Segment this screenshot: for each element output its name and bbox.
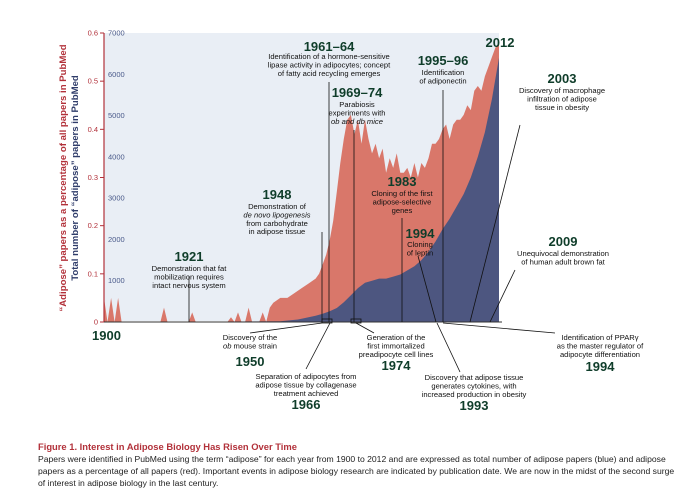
left-tick-label: 0.4 — [88, 125, 98, 134]
axis-ticks: 0 0.1 0.2 0.3 0.4 0.5 0.6 1000 2000 3000 4000 5000 6… — [88, 29, 125, 327]
event-year-above: 1948 — [263, 187, 292, 202]
event-text-line: tissue in obesity — [535, 103, 589, 112]
figure-caption: Figure 1. Interest in Adipose Biology Ha… — [38, 441, 678, 489]
span-bracket-1961-64 — [321, 318, 333, 324]
event-text-line: infiltration of adipose — [527, 94, 597, 103]
event-text-line: Demonstration of — [248, 202, 307, 211]
event-year-above: 2003 — [548, 71, 577, 86]
event-text-line: preadipocyte cell lines — [359, 350, 434, 359]
event-text-line: Unequivocal demonstration — [517, 249, 609, 258]
event-text-line: in adipose tissue — [249, 227, 306, 236]
event-leader-line — [436, 322, 461, 373]
event-text-line: Identification of a hormone-sensitive — [268, 52, 390, 61]
right-tick-label: 4000 — [108, 152, 125, 161]
event-text-line: Cloning of the first — [371, 189, 433, 198]
event-year-below: 1974 — [382, 358, 412, 373]
event-text-line: Discovery that adipose tissue — [425, 373, 524, 382]
event-leader-line — [417, 255, 437, 323]
event-text-line: Discovery of macrophage — [519, 86, 605, 95]
event-leader-line — [305, 322, 331, 370]
event-year-above: 1969–74 — [332, 85, 383, 100]
event-text-line: genes — [392, 206, 413, 215]
left-axis-label: “Adipose” papers as a percentage of all … — [58, 44, 69, 311]
event-text-line: of human adult brown fat — [521, 257, 605, 266]
event-text-line: of fatty acid recycling emerges — [278, 69, 381, 78]
left-tick-label: 0.3 — [88, 173, 98, 182]
left-tick-label: 0.2 — [88, 221, 98, 230]
event-year-below: 1950 — [236, 354, 265, 369]
event-text-line: adipose-selective — [373, 197, 432, 206]
left-tick-label: 0.6 — [88, 29, 98, 38]
right-axis-label: Total number of “adipose” papers in PubM… — [70, 75, 81, 281]
x-axis-start-label: 1900 — [92, 328, 121, 343]
event-text-line: lipase activity in adipocytes; concept — [268, 60, 391, 69]
event-text-line: Demonstration that fat — [152, 264, 228, 273]
event-text-line: first immortalized — [367, 341, 424, 350]
event-year-above: 1921 — [175, 249, 204, 264]
event-text-line: adipocyte differentiation — [560, 350, 640, 359]
caption-title: Figure 1. Interest in Adipose Biology Ha… — [38, 441, 297, 452]
series-area-percent — [104, 42, 499, 322]
right-tick-label: 3000 — [108, 194, 125, 203]
event-text-line: Cloning — [407, 240, 433, 249]
span-bracket-1969-74 — [350, 318, 362, 324]
event-text-line: of adiponectin — [419, 76, 466, 85]
event-leader-line — [469, 124, 521, 323]
event-text-line: de novo lipogenesis — [243, 210, 310, 219]
event-year-below: 1966 — [292, 397, 321, 412]
event-year-above: 1995–96 — [418, 53, 469, 68]
series-area-total — [104, 57, 499, 323]
event-text-line: Identification of PPARγ — [561, 333, 638, 342]
event-text-line: Discovery of the — [223, 333, 277, 342]
caption-body: Papers were identified in PubMed using t… — [38, 454, 675, 488]
event-text-line: experiments with — [329, 108, 386, 117]
event-text-line: ob and db mice — [331, 117, 383, 126]
adipose-chart-figure: 0 0.1 0.2 0.3 0.4 0.5 0.6 1000 2000 3000 4000 5000 6… — [58, 29, 645, 414]
event-text-line: Identification — [422, 68, 465, 77]
event-year-above: 2009 — [549, 234, 578, 249]
event-leader-line — [442, 322, 556, 334]
chart-areas — [104, 42, 499, 323]
right-tick-label: 1000 — [108, 276, 125, 285]
event-year-above: 2012 — [486, 35, 515, 50]
right-tick-label: 7000 — [108, 29, 125, 38]
event-text-line: adipose tissue by collagenase — [255, 380, 356, 389]
left-tick-label: 0 — [94, 318, 98, 327]
event-text-line: increased production in obesity — [422, 390, 527, 399]
event-year-below: 1994 — [586, 359, 616, 374]
event-text-line: treatment achieved — [274, 389, 339, 398]
left-tick-label: 0.5 — [88, 77, 98, 86]
event-year-above: 1994 — [406, 226, 436, 241]
event-text-line: from carbohydrate — [246, 219, 308, 228]
left-tick-label: 0.1 — [88, 269, 98, 278]
right-tick-label: 2000 — [108, 235, 125, 244]
event-text-line: Separation of adipocytes from — [256, 372, 357, 381]
right-tick-label: 6000 — [108, 70, 125, 79]
event-text-line: Generation of the — [367, 333, 426, 342]
event-text-line: generates cytokines, with — [431, 381, 516, 390]
event-text-line: of leptin — [407, 248, 434, 257]
event-text-line: as the master regulator of — [557, 341, 644, 350]
event-year-below: 1993 — [460, 398, 489, 413]
event-leader-line — [355, 322, 375, 334]
event-leader-line — [249, 322, 323, 334]
event-year-above: 1983 — [388, 174, 417, 189]
event-year-above: 1961–64 — [304, 39, 355, 54]
event-leader-line — [489, 269, 516, 323]
event-text-line: ob mouse strain — [223, 341, 277, 350]
right-tick-label: 5000 — [108, 111, 125, 120]
event-text-line: Parabiosis — [339, 100, 375, 109]
